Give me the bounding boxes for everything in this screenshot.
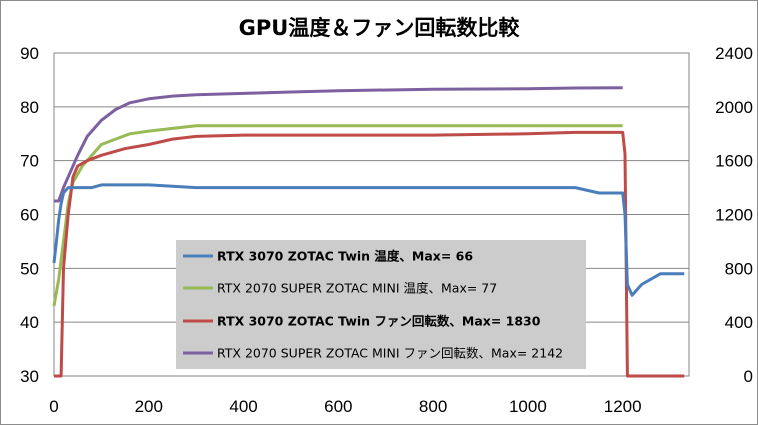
y-tick-label: 30 bbox=[20, 367, 39, 386]
x-tick-label: 400 bbox=[229, 397, 257, 416]
y2-tick-label: 2400 bbox=[715, 44, 753, 63]
series-lines bbox=[52, 86, 685, 378]
y-tick-label: 70 bbox=[20, 152, 39, 171]
chart-title: GPU温度＆ファン回転数比較 bbox=[239, 16, 521, 40]
x-tick-label: 1000 bbox=[509, 397, 547, 416]
y2-tick-label: 0 bbox=[744, 367, 753, 386]
x-tick-label: 0 bbox=[49, 397, 58, 416]
legend: RTX 3070 ZOTAC Twin 温度、Max= 66 RTX 2070 S… bbox=[176, 240, 586, 369]
legend-label-3: RTX 2070 SUPER ZOTAC MINI ファン回転数、Max= 21… bbox=[217, 346, 563, 361]
right-axis-ticks: 0 400 800 1200 1600 2000 2400 bbox=[715, 44, 753, 386]
x-tick-label: 1200 bbox=[604, 397, 642, 416]
legend-label-2: RTX 3070 ZOTAC Twin ファン回転数、Max= 1830 bbox=[217, 314, 541, 329]
series-line-0 bbox=[52, 183, 685, 297]
x-tick-label: 800 bbox=[419, 397, 447, 416]
x-axis-ticks: 0 200 400 600 800 1000 1200 bbox=[49, 397, 641, 416]
y2-tick-label: 800 bbox=[725, 259, 753, 278]
y-tick-label: 90 bbox=[20, 44, 39, 63]
legend-label-1: RTX 2070 SUPER ZOTAC MINI 温度、Max= 77 bbox=[217, 281, 497, 296]
y-tick-label: 60 bbox=[20, 206, 39, 225]
y2-tick-label: 2000 bbox=[715, 98, 753, 117]
y-tick-label: 40 bbox=[20, 313, 39, 332]
y2-tick-label: 1200 bbox=[715, 206, 753, 225]
legend-background bbox=[176, 240, 586, 369]
y2-tick-label: 1600 bbox=[715, 152, 753, 171]
x-tick-label: 200 bbox=[135, 397, 163, 416]
y2-tick-label: 400 bbox=[725, 313, 753, 332]
series-line-2 bbox=[54, 130, 685, 378]
x-tick-label: 600 bbox=[324, 397, 352, 416]
series-line-3 bbox=[54, 86, 623, 203]
plot-area-border bbox=[53, 52, 690, 377]
legend-label-0: RTX 3070 ZOTAC Twin 温度、Max= 66 bbox=[217, 249, 473, 264]
y-tick-label: 50 bbox=[20, 259, 39, 278]
y-tick-label: 80 bbox=[20, 98, 39, 117]
left-axis-ticks: 30 40 50 60 70 80 90 bbox=[20, 44, 39, 386]
